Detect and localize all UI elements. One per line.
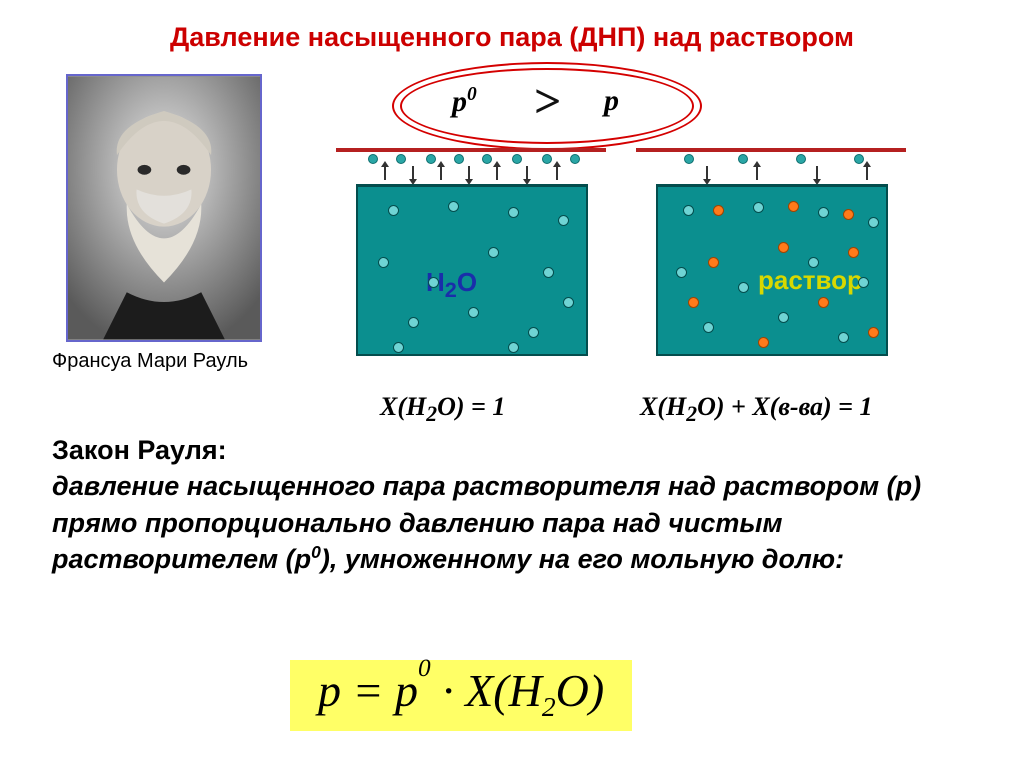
arrow-down (468, 166, 470, 180)
solvent-molecule (528, 327, 539, 338)
beaker-solution: раствор (656, 148, 888, 152)
liquid-region: раствор (656, 184, 888, 356)
arrow-up (866, 166, 868, 180)
vapor-molecule (482, 154, 492, 164)
portrait-raoult (66, 74, 262, 342)
page-title: Давление насыщенного пара (ДНП) над раст… (0, 0, 1024, 53)
mole-fraction-pure: X(H2O) = 1 (380, 392, 505, 427)
beaker-pure-solvent: H2O (356, 148, 588, 152)
pressure-comparison-oval: p0 > p (392, 62, 702, 150)
solute-molecule (848, 247, 859, 258)
solvent-molecule (388, 205, 399, 216)
vapor-molecule (368, 154, 378, 164)
arrow-down (412, 166, 414, 180)
solute-molecule (758, 337, 769, 348)
solute-molecule (868, 327, 879, 338)
vapor-region (656, 152, 888, 184)
liquid-region: H2O (356, 184, 588, 356)
solvent-molecule (408, 317, 419, 328)
vapor-molecule (570, 154, 580, 164)
solvent-molecule (778, 312, 789, 323)
arrow-down (706, 166, 708, 180)
solute-molecule (708, 257, 719, 268)
solvent-molecule (858, 277, 869, 288)
vapor-molecule (426, 154, 436, 164)
portrait-svg (68, 76, 260, 340)
solute-molecule (788, 201, 799, 212)
solvent-molecule (488, 247, 499, 258)
solute-molecule (713, 205, 724, 216)
solvent-molecule (838, 332, 849, 343)
solvent-molecule (508, 207, 519, 218)
solvent-molecule (543, 267, 554, 278)
solute-molecule (818, 297, 829, 308)
vapor-molecule (454, 154, 464, 164)
solvent-molecule (676, 267, 687, 278)
vapor-molecule (512, 154, 522, 164)
solvent-molecule (393, 342, 404, 353)
law-body: давление насыщенного пара растворителя н… (52, 471, 921, 574)
vapor-region (356, 152, 588, 184)
arrow-down (526, 166, 528, 180)
solvent-molecule (508, 342, 519, 353)
solvent-molecule (818, 207, 829, 218)
arrow-up (496, 166, 498, 180)
raoult-law-text: Закон Рауля: давление насыщенного пара р… (52, 432, 972, 578)
portrait-caption: Франсуа Мари Рауль (52, 350, 248, 373)
solvent-molecule (683, 205, 694, 216)
arrow-up (384, 166, 386, 180)
solvent-molecule (448, 201, 459, 212)
arrow-down (816, 166, 818, 180)
solvent-molecule (868, 217, 879, 228)
solute-molecule (843, 209, 854, 220)
arrow-up (556, 166, 558, 180)
symbol-greater-than: > (534, 74, 561, 129)
solvent-molecule (753, 202, 764, 213)
solvent-molecule (468, 307, 479, 318)
mole-fraction-solution: X(H2O) + X(в-ва) = 1 (640, 392, 873, 427)
symbol-p: p (604, 84, 619, 118)
solvent-molecule (378, 257, 389, 268)
beaker-label-solution: раствор (758, 265, 863, 296)
vapor-molecule (396, 154, 406, 164)
solute-molecule (688, 297, 699, 308)
solvent-molecule (563, 297, 574, 308)
vapor-molecule (542, 154, 552, 164)
arrow-up (756, 166, 758, 180)
raoult-equation: p = p0 · X(H2O) (290, 660, 632, 731)
vapor-molecule (796, 154, 806, 164)
solvent-molecule (703, 322, 714, 333)
symbol-p0: p0 (452, 84, 477, 119)
law-title: Закон Рауля: (52, 435, 227, 465)
vapor-molecule (684, 154, 694, 164)
arrow-up (440, 166, 442, 180)
solvent-molecule (808, 257, 819, 268)
solvent-molecule (558, 215, 569, 226)
solvent-molecule (738, 282, 749, 293)
vapor-molecule (738, 154, 748, 164)
solute-molecule (778, 242, 789, 253)
solvent-molecule (428, 277, 439, 288)
